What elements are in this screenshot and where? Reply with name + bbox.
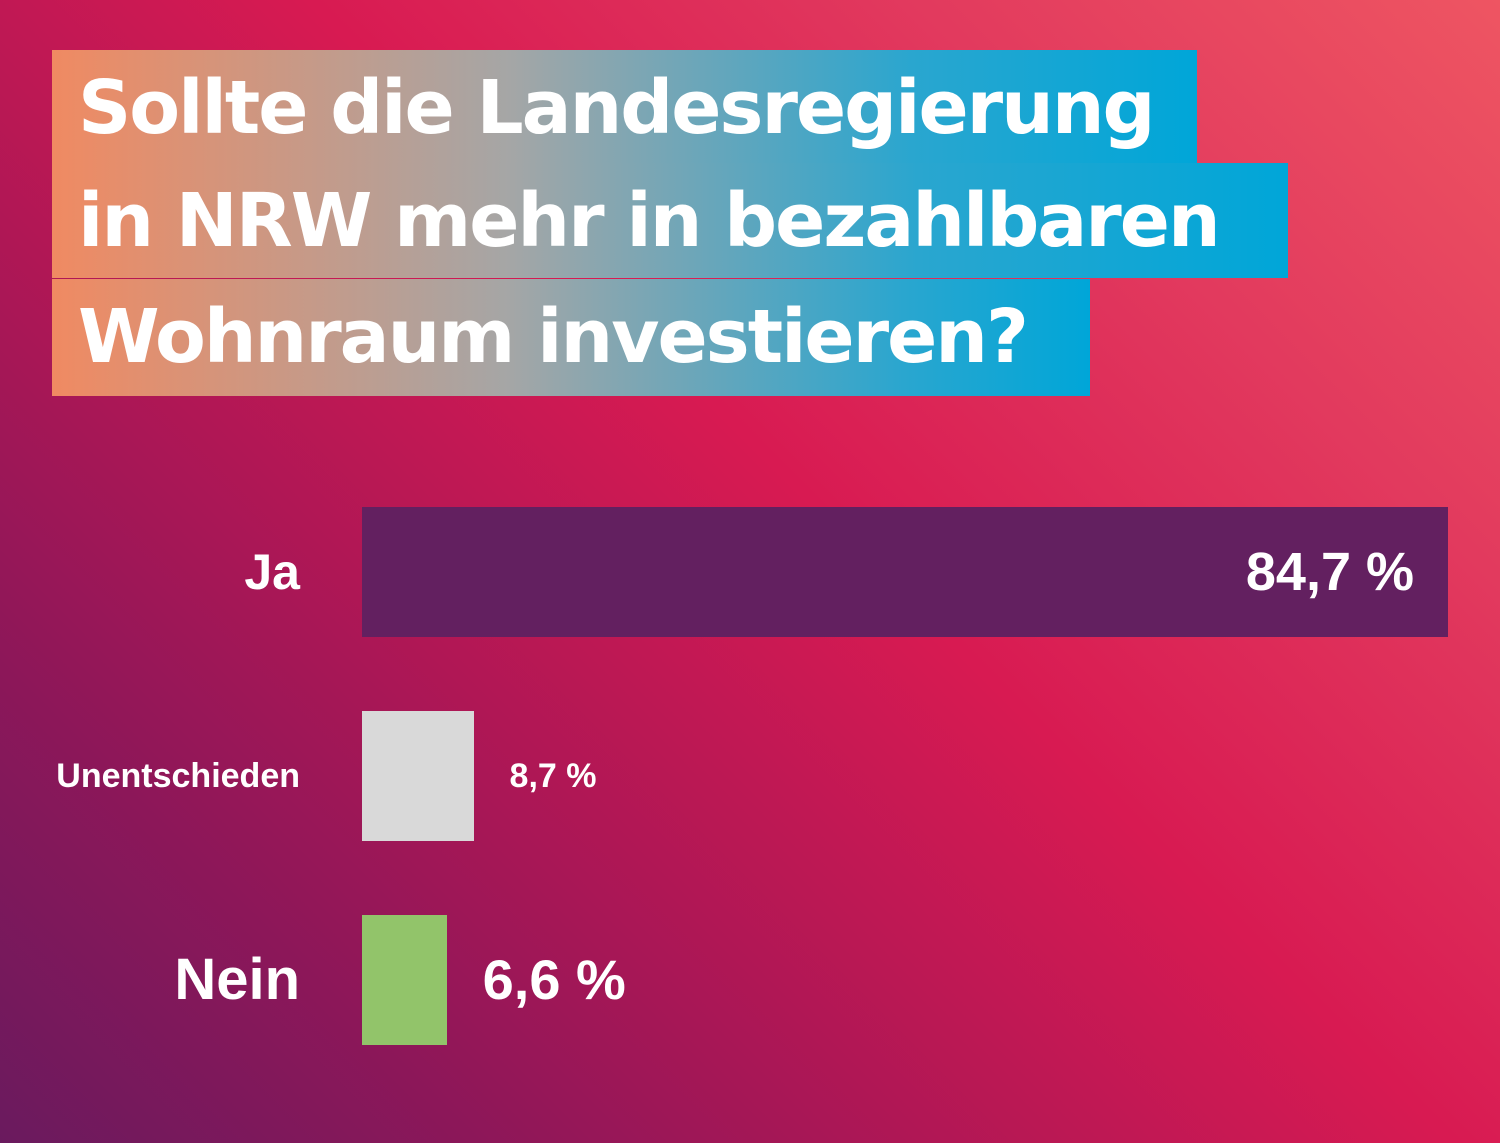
- value-label-ja: 84,7 %: [1245, 542, 1414, 602]
- category-label-nein: Nein: [174, 947, 300, 1012]
- title-line-2: in NRW mehr in bezahlbaren: [52, 163, 1288, 278]
- title-line-3: Wohnraum investieren?: [52, 279, 1090, 396]
- value-label-unentschieden: 8,7 %: [509, 757, 597, 795]
- value-label-nein: 6,6 %: [482, 948, 626, 1011]
- chart-title: Sollte die Landesregierung in NRW mehr i…: [52, 50, 1292, 396]
- bar-ja: [362, 507, 1448, 637]
- category-label-ja: Ja: [244, 544, 300, 600]
- title-line-1: Sollte die Landesregierung: [52, 50, 1197, 165]
- category-label-unentschieden: Unentschieden: [56, 757, 300, 795]
- bar-unentschieden: [362, 711, 474, 841]
- bar-nein: [362, 915, 447, 1045]
